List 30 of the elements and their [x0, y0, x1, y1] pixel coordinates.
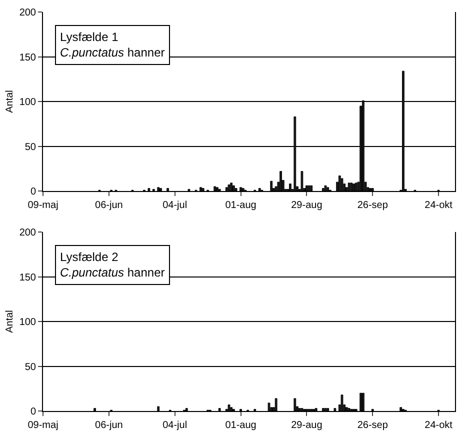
x-tick-label: 01-aug	[225, 420, 256, 431]
y-tick-label: 200	[19, 228, 36, 238]
y-axis-title: Antal	[4, 90, 16, 113]
x-tick-label: 06-jun	[95, 420, 123, 431]
x-tick-label: 29-aug	[291, 200, 322, 211]
y-tick-label: 100	[19, 97, 36, 108]
text: Lysfælde 1	[60, 30, 119, 44]
y-tick-label: 100	[19, 317, 36, 328]
x-tick-label: 04-jul	[162, 420, 188, 431]
text: Lysfælde 2	[60, 250, 119, 264]
text: C.punctatus hanner	[60, 46, 165, 60]
x-tick-label: 26-sep	[357, 200, 388, 211]
x-tick-label: 09-maj	[28, 200, 58, 211]
y-tick-label: 200	[19, 8, 36, 18]
y-axis-title: Antal	[4, 310, 16, 333]
text: C.punctatus hanner	[60, 266, 165, 280]
y-tick-label: 150	[19, 52, 36, 64]
x-tick-label: 04-jul	[162, 200, 188, 211]
x-tick-label: 29-aug	[291, 420, 322, 431]
y-tick-label: 0	[30, 406, 36, 418]
x-tick-label: 24-okt	[424, 200, 453, 211]
x-tick-label: 24-okt	[424, 420, 453, 431]
y-tick-label: 50	[24, 142, 36, 153]
x-tick-label: 26-sep	[357, 420, 388, 431]
x-tick-label: 09-maj	[28, 420, 58, 431]
y-tick-label: 50	[24, 362, 36, 373]
x-tick-label: 01-aug	[225, 200, 256, 211]
y-tick-label: 0	[30, 186, 36, 198]
y-tick-label: 150	[19, 272, 36, 284]
x-tick-label: 06-jun	[95, 200, 123, 211]
